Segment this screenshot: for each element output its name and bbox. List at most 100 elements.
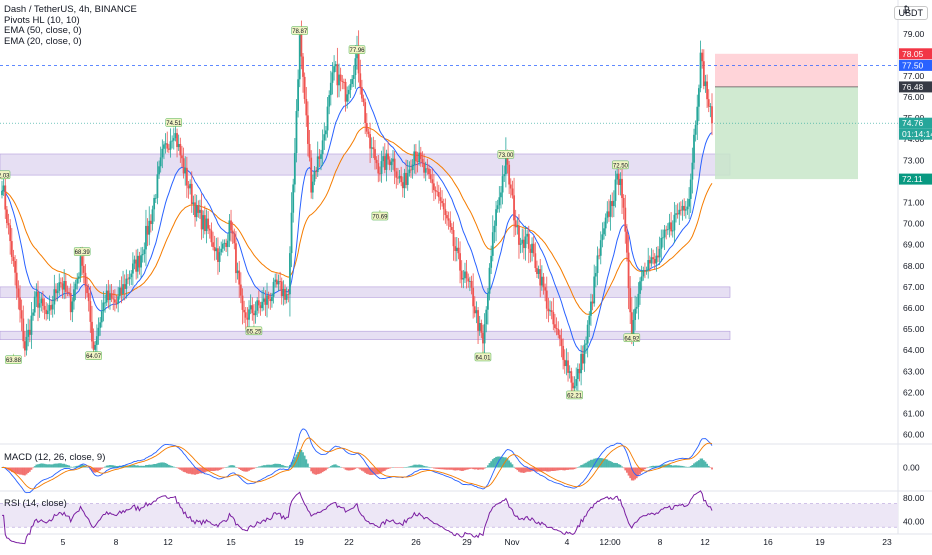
candle-body[interactable] (225, 242, 228, 247)
candle-body[interactable] (699, 52, 702, 89)
candle-body[interactable] (30, 315, 33, 335)
candle-body[interactable] (676, 213, 679, 215)
candle-body[interactable] (364, 102, 367, 124)
candle-body[interactable] (648, 260, 651, 264)
candle-body[interactable] (136, 255, 139, 272)
candle-body[interactable] (468, 280, 471, 282)
candle-body[interactable] (135, 259, 138, 272)
candle-body[interactable] (634, 308, 637, 321)
candle-body[interactable] (370, 147, 373, 149)
candle-body[interactable] (599, 240, 602, 256)
candle-body[interactable] (172, 138, 175, 141)
price-label-bar-countdown[interactable] (899, 128, 932, 140)
candle-body[interactable] (298, 32, 301, 80)
candle-body[interactable] (293, 153, 296, 185)
candle-body[interactable] (406, 173, 409, 185)
candle-body[interactable] (311, 181, 314, 193)
candle-body[interactable] (53, 289, 56, 305)
candle-body[interactable] (146, 225, 149, 235)
candle-body[interactable] (398, 175, 401, 179)
candle-body[interactable] (181, 155, 183, 159)
candle-body[interactable] (313, 171, 316, 182)
candle-body[interactable] (547, 308, 550, 312)
candle-body[interactable] (161, 148, 164, 158)
candle-body[interactable] (177, 143, 180, 148)
candle-body[interactable] (680, 209, 682, 211)
candle-body[interactable] (652, 257, 655, 260)
candle-body[interactable] (254, 310, 257, 316)
candle-body[interactable] (388, 159, 391, 166)
candle-body[interactable] (51, 304, 54, 310)
candle-body[interactable] (405, 172, 407, 185)
candle-body[interactable] (509, 184, 512, 189)
candle-body[interactable] (653, 259, 656, 264)
candle-body[interactable] (681, 205, 684, 211)
candle-body[interactable] (100, 311, 103, 323)
candle-body[interactable] (707, 99, 710, 107)
candle-body[interactable] (601, 234, 604, 241)
candle-body[interactable] (362, 98, 365, 103)
candle-body[interactable] (125, 278, 128, 289)
candle-body[interactable] (593, 276, 596, 304)
candle-body[interactable] (396, 177, 399, 179)
sr-zone[interactable] (0, 330, 731, 340)
candle-body[interactable] (473, 306, 476, 314)
candle-body[interactable] (4, 185, 7, 210)
candle-body[interactable] (61, 283, 64, 290)
macd-legend[interactable]: MACD (12, 26, close, 9) (4, 452, 106, 463)
candle-body[interactable] (323, 134, 326, 141)
candle-body[interactable] (542, 276, 545, 288)
candle-body[interactable] (131, 263, 134, 274)
candle-body[interactable] (71, 301, 74, 313)
candle-body[interactable] (163, 144, 165, 149)
candle-body[interactable] (526, 233, 529, 237)
candle-body[interactable] (56, 290, 59, 294)
candle-body[interactable] (218, 252, 221, 262)
candle-body[interactable] (164, 143, 167, 145)
candle-body[interactable] (521, 239, 524, 244)
candle-body[interactable] (109, 293, 111, 301)
candle-body[interactable] (287, 294, 290, 295)
candle-body[interactable] (269, 298, 272, 302)
candle-body[interactable] (622, 197, 625, 208)
candle-body[interactable] (477, 310, 479, 331)
candle-body[interactable] (524, 236, 527, 249)
candle-body[interactable] (536, 268, 538, 274)
candle-body[interactable] (588, 315, 591, 325)
candle-body[interactable] (267, 295, 270, 299)
candle-body[interactable] (166, 143, 169, 149)
candle-body[interactable] (379, 173, 381, 175)
candle-body[interactable] (483, 324, 486, 344)
candle-body[interactable] (27, 329, 30, 337)
candle-body[interactable] (480, 323, 483, 333)
candle-body[interactable] (243, 309, 246, 313)
candle-body[interactable] (555, 328, 558, 329)
candle-body[interactable] (40, 298, 43, 304)
candle-body[interactable] (344, 81, 347, 102)
candle-body[interactable] (462, 278, 465, 280)
candle-body[interactable] (149, 220, 152, 225)
candle-body[interactable] (581, 353, 584, 364)
candle-body[interactable] (156, 174, 159, 198)
candle-body[interactable] (338, 74, 340, 86)
candle-body[interactable] (305, 99, 308, 116)
candle-body[interactable] (413, 151, 416, 165)
candle-body[interactable] (212, 242, 214, 247)
candle-body[interactable] (693, 134, 695, 163)
candle-body[interactable] (514, 220, 517, 228)
candle-body[interactable] (501, 176, 504, 193)
pivot-label-box[interactable] (165, 118, 183, 127)
candle-body[interactable] (666, 229, 669, 231)
candle-body[interactable] (73, 289, 75, 302)
candle-body[interactable] (392, 158, 394, 162)
candle-body[interactable] (257, 300, 260, 306)
candle-body[interactable] (608, 211, 610, 217)
candle-body[interactable] (436, 191, 439, 193)
candle-body[interactable] (642, 270, 645, 277)
candle-body[interactable] (519, 243, 522, 245)
candle-body[interactable] (616, 173, 619, 180)
candle-body[interactable] (375, 159, 378, 164)
candle-body[interactable] (238, 270, 241, 285)
candle-body[interactable] (321, 140, 324, 155)
candle-body[interactable] (140, 255, 142, 268)
